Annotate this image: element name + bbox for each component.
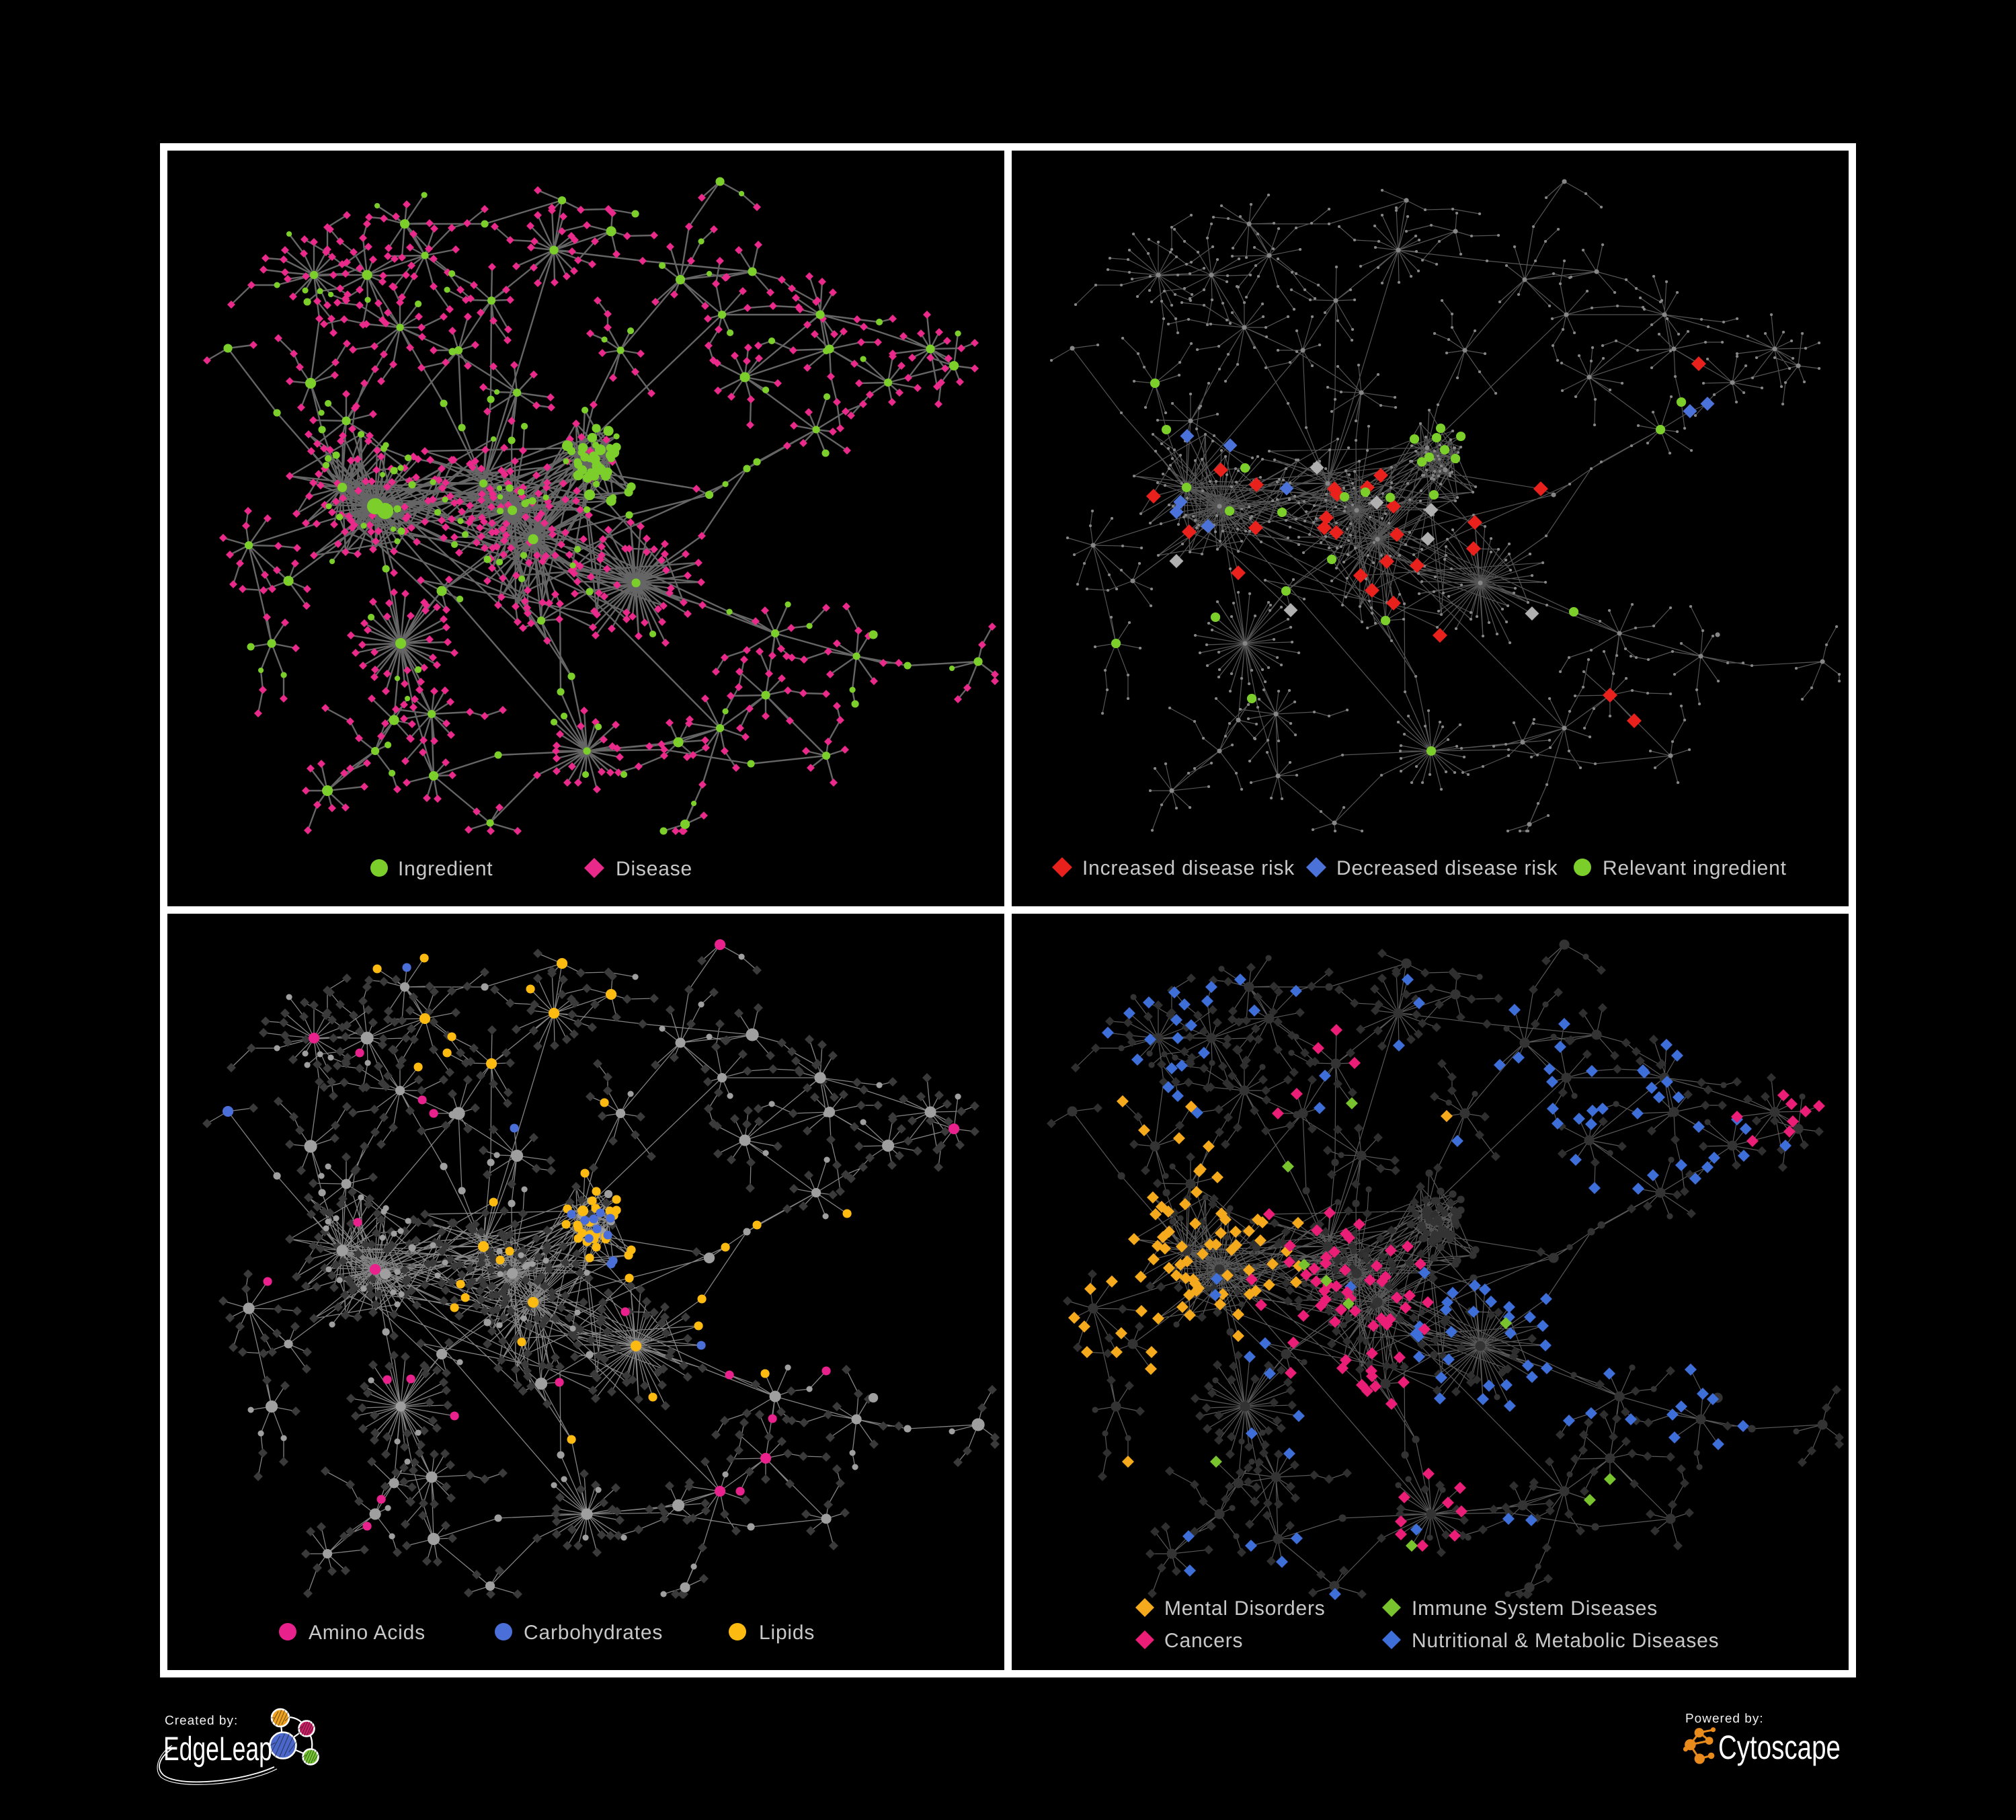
svg-text:Immune System Diseases: Immune System Diseases [1412, 1597, 1658, 1620]
svg-text:Nutritional & Metabolic Diseas: Nutritional & Metabolic Diseases [1412, 1630, 1719, 1652]
svg-text:Lipids: Lipids [759, 1622, 815, 1644]
svg-text:Ingredient: Ingredient [398, 858, 493, 880]
svg-text:Cytoscape: Cytoscape [1718, 1729, 1841, 1766]
svg-text:Disease: Disease [616, 858, 692, 880]
svg-text:Mental Disorders: Mental Disorders [1164, 1597, 1326, 1620]
svg-text:Amino Acids: Amino Acids [309, 1622, 426, 1644]
svg-text:Increased disease risk: Increased disease risk [1082, 857, 1295, 879]
svg-text:Carbohydrates: Carbohydrates [524, 1622, 663, 1644]
svg-text:Created by:: Created by: [165, 1714, 238, 1728]
svg-text:EdgeLeap: EdgeLeap [163, 1730, 272, 1768]
svg-text:Cancers: Cancers [1164, 1630, 1243, 1652]
svg-text:Relevant ingredient: Relevant ingredient [1603, 857, 1787, 879]
svg-text:Powered by:: Powered by: [1685, 1712, 1764, 1726]
svg-text:Decreased disease risk: Decreased disease risk [1336, 857, 1558, 879]
